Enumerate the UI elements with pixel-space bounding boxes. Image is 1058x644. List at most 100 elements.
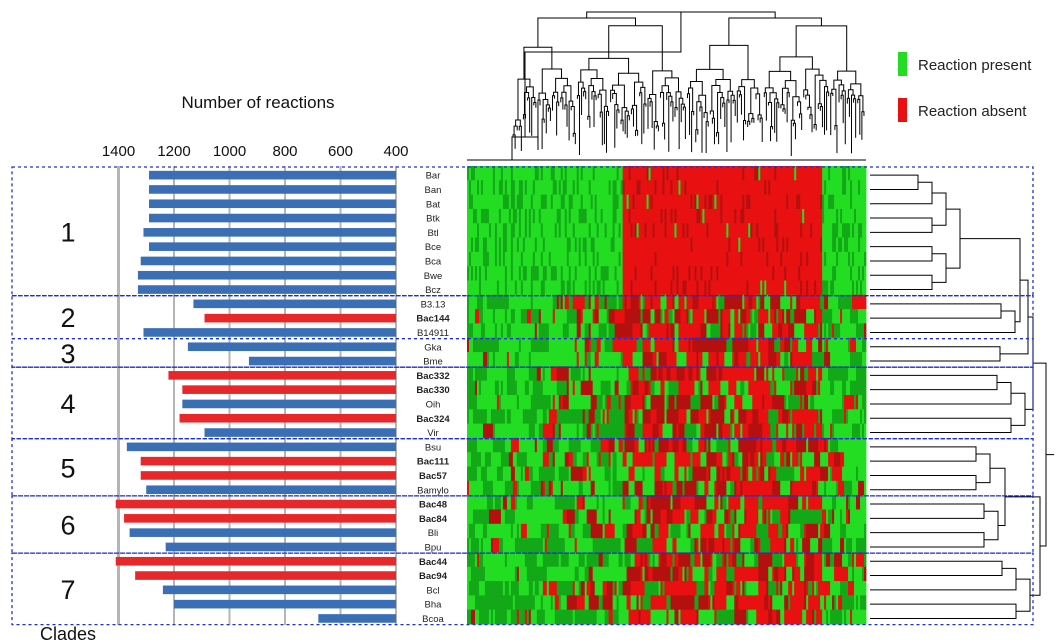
heatmap-cell (514, 352, 518, 367)
heatmap-cell (728, 251, 731, 267)
heatmap-cell (652, 208, 655, 224)
heatmap-cell (754, 395, 757, 410)
heatmap-cell (770, 366, 773, 382)
heatmap-cell (570, 509, 574, 525)
heatmap-cell (750, 280, 753, 296)
heatmap-cell (626, 366, 629, 382)
heatmap-cell (622, 366, 626, 382)
heatmap-cell (650, 309, 653, 324)
heatmap-cell (822, 495, 825, 510)
heatmap-cell (706, 323, 709, 339)
heatmap-cell (482, 294, 486, 310)
heatmap-cell (580, 194, 584, 210)
heatmap-cell (670, 166, 673, 181)
heatmap-cell (554, 323, 558, 339)
heatmap-cell (852, 323, 855, 339)
heatmap-cell (626, 166, 629, 181)
heatmap-cell (704, 294, 707, 310)
heatmap-cell (836, 366, 839, 382)
heatmap-cell (754, 223, 757, 239)
heatmap-cell (626, 495, 629, 510)
heatmap-cell (768, 194, 771, 210)
heatmap-cell (736, 266, 739, 281)
heatmap-cell (488, 251, 492, 267)
heatmap-cell (630, 437, 633, 453)
heatmap-cell (516, 323, 520, 339)
heatmap-cell (556, 194, 560, 210)
heatmap-cell (558, 352, 562, 367)
heatmap-cell (854, 208, 857, 224)
heatmap-cell (860, 366, 863, 382)
heatmap-cell (526, 337, 530, 353)
heatmap-cell (480, 237, 484, 253)
heatmap-cell (538, 509, 542, 525)
heatmap-cell (496, 223, 500, 239)
heatmap-cell (782, 409, 785, 425)
heatmap-cell (812, 366, 815, 382)
heatmap-cell (778, 237, 781, 253)
heatmap-cell (494, 409, 498, 425)
heatmap-cell (728, 309, 731, 324)
heatmap-cell (652, 251, 655, 267)
heatmap-cell (544, 380, 548, 396)
heatmap-cell (614, 452, 618, 468)
heatmap-cell (806, 437, 809, 453)
heatmap-cell (482, 480, 486, 496)
heatmap-cell (774, 352, 777, 367)
heatmap-cell (776, 409, 779, 425)
heatmap-cell (586, 194, 590, 210)
heatmap-cell (648, 251, 651, 267)
heatmap-cell (634, 509, 637, 525)
heatmap-cell (490, 294, 494, 310)
heatmap-cell (486, 352, 490, 367)
heatmap-cell (562, 495, 566, 510)
heatmap-cell (472, 323, 476, 339)
heatmap-cell (472, 437, 476, 453)
heatmap-cell (742, 352, 745, 367)
heatmap-cell (644, 352, 647, 367)
heatmap-cell (502, 180, 506, 196)
heatmap-cell (688, 166, 691, 181)
heatmap-cell (530, 223, 534, 239)
heatmap-cell (646, 395, 649, 410)
heatmap-cell (534, 251, 538, 267)
heatmap-cell (486, 294, 490, 310)
heatmap-cell (720, 452, 723, 468)
heatmap-cell (718, 294, 721, 310)
heatmap-cell (542, 352, 546, 367)
heatmap-cell (852, 366, 855, 382)
heatmap-cell (718, 452, 721, 468)
heatmap-cell (550, 509, 554, 525)
heatmap-cell (546, 280, 550, 296)
heatmap-cell (482, 366, 486, 382)
heatmap-cell (730, 352, 733, 367)
heatmap-cell (570, 495, 574, 510)
heatmap-cell (750, 266, 753, 281)
heatmap-cell (554, 309, 558, 324)
heatmap-cell (542, 251, 546, 267)
heatmap-cell (590, 266, 594, 281)
heatmap-cell (580, 251, 584, 267)
heatmap-cell (800, 237, 803, 253)
heatmap-cell (666, 294, 669, 310)
heatmap-cell (624, 237, 627, 253)
heatmap-cell (754, 266, 757, 281)
heatmap-cell (840, 194, 843, 210)
heatmap-cell (828, 180, 831, 196)
heatmap-cell (602, 166, 606, 181)
heatmap-cell (718, 409, 721, 425)
heatmap-cell (492, 352, 496, 367)
heatmap-cell (582, 223, 586, 239)
heatmap-cell (862, 466, 865, 482)
heatmap-cell (712, 466, 715, 482)
heatmap-cell (572, 409, 576, 425)
heatmap-cell (670, 466, 673, 482)
row-label: Btk (426, 214, 440, 225)
heatmap-cell (622, 437, 626, 453)
heatmap-cell (520, 466, 524, 482)
heatmap-cell (680, 208, 683, 224)
heatmap-cell (800, 208, 803, 224)
heatmap-cell (600, 294, 604, 310)
heatmap-cell (584, 423, 588, 439)
heatmap-cell (822, 294, 825, 310)
